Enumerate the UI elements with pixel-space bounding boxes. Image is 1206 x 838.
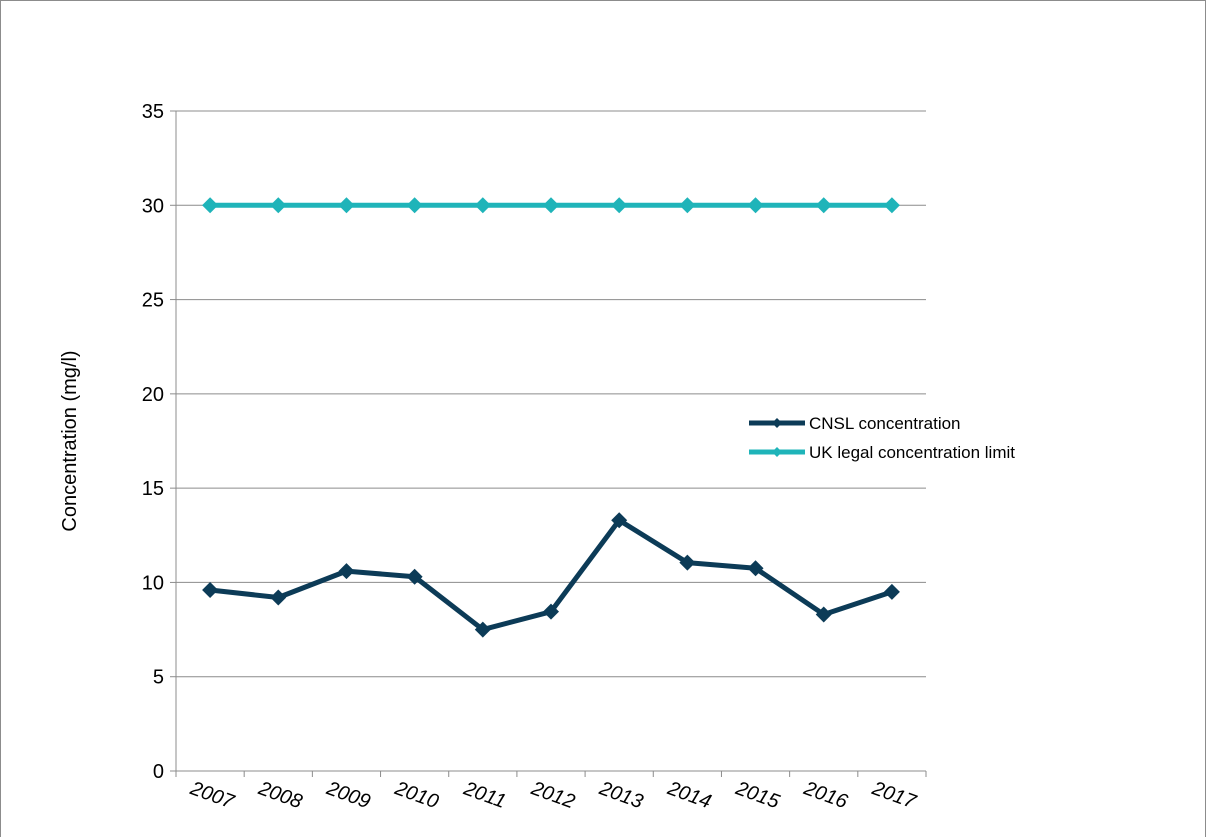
legend-label: CNSL concentration <box>809 414 961 433</box>
data-point <box>679 554 696 571</box>
data-point <box>611 197 628 214</box>
series-lines <box>202 197 900 638</box>
data-point <box>406 568 423 585</box>
y-tick-label: 25 <box>142 290 164 312</box>
data-point <box>611 512 628 529</box>
y-tick-label: 10 <box>142 572 164 594</box>
data-point <box>679 197 696 214</box>
legend-label: UK legal concentration limit <box>809 443 1015 462</box>
x-tick-label: 2012 <box>527 777 577 813</box>
data-point <box>202 581 219 598</box>
y-tick-label: 15 <box>142 478 164 500</box>
x-tick-label: 2014 <box>664 777 714 813</box>
data-point <box>543 603 559 620</box>
x-tick-label: 2013 <box>596 777 646 813</box>
x-tick-label: 2010 <box>391 777 441 813</box>
x-tick-label: 2011 <box>460 777 509 813</box>
series-1 <box>202 197 900 214</box>
data-point <box>747 560 764 577</box>
x-tick-label: 2017 <box>868 777 919 814</box>
data-point <box>815 606 832 623</box>
data-point <box>338 563 355 580</box>
data-point <box>747 197 764 214</box>
x-tick-label: 2015 <box>732 777 783 814</box>
x-tick-labels: 2007 2008 2009 2010 2011 2012 2013 2014 2015 2016… <box>187 777 920 814</box>
data-point <box>883 197 900 214</box>
legend: CNSL concentration UK legal concentration… <box>749 414 1015 462</box>
data-point <box>270 197 287 214</box>
legend-item: CNSL concentration <box>749 414 961 433</box>
data-point <box>270 589 287 606</box>
y-tick-label: 35 <box>142 101 164 123</box>
data-point <box>406 197 423 214</box>
axes <box>170 110 927 777</box>
y-tick-labels: 0 5 10 15 20 25 30 35 <box>142 101 164 783</box>
y-tick-label: 20 <box>142 384 164 406</box>
y-tick-label: 5 <box>153 667 164 689</box>
x-tick-label: 2009 <box>323 777 373 813</box>
y-tick-label: 30 <box>142 195 164 217</box>
data-point <box>474 197 491 214</box>
y-axis-title: Concentration (mg/l) <box>59 350 81 531</box>
x-tick-label: 2008 <box>255 777 305 813</box>
data-point <box>883 583 900 600</box>
data-point <box>474 621 491 638</box>
legend-swatch-marker <box>772 418 782 428</box>
data-point <box>202 197 219 214</box>
legend-item: UK legal concentration limit <box>749 443 1015 462</box>
x-tick-label: 2016 <box>800 777 851 814</box>
x-tick-label: 2007 <box>187 777 238 814</box>
series-0 <box>202 512 900 638</box>
legend-swatch-marker <box>772 447 782 457</box>
data-point <box>815 197 832 214</box>
data-point <box>338 197 355 214</box>
data-point <box>543 197 559 214</box>
y-tick-label: 0 <box>153 761 164 783</box>
